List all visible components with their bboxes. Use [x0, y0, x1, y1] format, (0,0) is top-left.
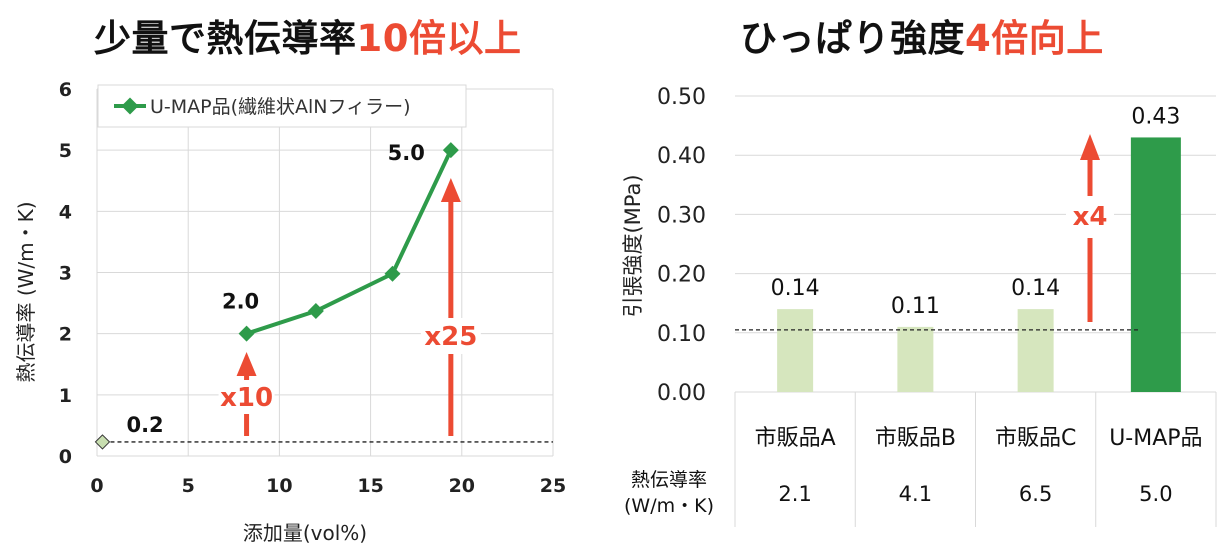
category-label: 市販品A: [755, 426, 836, 451]
data-label: 2.0: [222, 290, 259, 314]
bar: [1017, 309, 1054, 392]
legend-marker: [121, 97, 139, 115]
right-y-tick-labels: 0.00 0.10 0.20 0.30 0.40 0.50: [657, 85, 706, 406]
y-tick-label: 0.30: [657, 203, 706, 228]
bar: [1130, 137, 1181, 392]
left-y-axis-label: 熱伝導率 (W/m・K): [14, 201, 38, 382]
right-chart-title: ひっぱり強度4倍向上: [740, 8, 1104, 62]
table-row-label: 熱伝導率: [631, 469, 707, 491]
left-gridlines: [96, 88, 554, 457]
right-title-accent: 4倍向上: [965, 17, 1104, 60]
table-value: 5.0: [1139, 482, 1172, 506]
improvement-arrows: x10 x25: [218, 178, 481, 436]
right-y-axis-label: 引張強度(MPa): [621, 174, 645, 317]
y-tick-label: 0.50: [657, 85, 706, 110]
bar: [777, 309, 814, 392]
series-point: [238, 325, 255, 342]
right-title-main: ひっぱり強度: [740, 17, 965, 60]
x10-label: x10: [220, 383, 273, 413]
x4-label: x4: [1073, 202, 1108, 232]
series-point: [307, 303, 324, 320]
y-tick-label: 3: [59, 263, 72, 285]
x25-label: x25: [424, 322, 477, 352]
y-tick-label: 0: [59, 446, 72, 468]
y-tick-label: 1: [59, 385, 72, 407]
data-label: 5.0: [388, 141, 425, 165]
y-tick-label: 2: [59, 324, 72, 346]
series-point: [384, 265, 401, 282]
left-chart-title: 少量で熱伝導率10倍以上: [94, 8, 522, 62]
x4-head: [1080, 134, 1100, 160]
category-table: 市販品A 2.1 市販品B 4.1 市販品C 6.5 U-MAP品 5.0 熱伝導率 (W/m・K…: [624, 392, 1217, 527]
x10-label-bg: [218, 380, 275, 414]
x-tick-label: 15: [357, 475, 383, 497]
x-tick-label: 10: [266, 475, 292, 497]
y-tick-label: 0.20: [657, 263, 706, 288]
category-label: U-MAP品: [1109, 426, 1202, 451]
legend-text: U-MAP品(繊維状AlNフィラー): [150, 96, 411, 118]
table-value: 4.1: [899, 482, 932, 506]
left-data-labels: 0.2 2.0 5.0: [126, 141, 424, 437]
table-row-label: (W/m・K): [624, 495, 714, 517]
x25-label-bg: [420, 318, 481, 354]
bar-value-label: 0.14: [771, 276, 820, 301]
left-title-accent: 10倍以上: [356, 17, 522, 60]
table-value: 6.5: [1019, 482, 1052, 506]
left-x-tick-labels: 0 5 10 15 20 25: [90, 475, 566, 497]
x-tick-label: 5: [182, 475, 195, 497]
y-tick-label: 6: [59, 79, 72, 101]
x10-arrow-head: [236, 352, 257, 376]
x4-arrow: x4: [1066, 134, 1114, 322]
left-title-main: 少量で熱伝導率: [94, 17, 357, 60]
x4-label-bg: [1066, 196, 1114, 238]
series-line: [245, 149, 453, 336]
bar-value-labels: 0.14 0.11 0.14 0.43: [771, 104, 1181, 318]
y-tick-label: 0.00: [657, 381, 706, 406]
data-label: 0.2: [126, 413, 163, 437]
legend-box: [97, 84, 467, 128]
y-tick-label: 0.40: [657, 144, 706, 169]
bar-value-label: 0.14: [1011, 276, 1060, 301]
y-tick-label: 4: [59, 201, 72, 223]
bar-value-label: 0.11: [891, 294, 940, 319]
baseline-point: [94, 434, 111, 450]
legend: U-MAP品(繊維状AlNフィラー): [97, 84, 467, 128]
left-x-axis-label: 添加量(vol%): [243, 521, 367, 545]
category-label: 市販品B: [875, 426, 956, 451]
y-tick-label: 0.10: [657, 322, 706, 347]
x25-arrow-head: [440, 178, 461, 202]
left-y-tick-labels: 0 1 2 3 4 5 6: [59, 79, 72, 468]
x4: [1080, 134, 1100, 322]
table-value: 2.1: [778, 482, 811, 506]
x-tick-label: 25: [540, 475, 566, 497]
bar: [897, 326, 934, 392]
bar-value-label: 0.43: [1131, 104, 1180, 129]
x-tick-label: 20: [449, 475, 475, 497]
y-tick-label: 5: [59, 140, 72, 162]
series-point: [442, 142, 459, 159]
bars: [777, 137, 1181, 392]
category-label: 市販品C: [995, 426, 1076, 451]
series-points: [94, 142, 459, 450]
x-tick-label: 0: [90, 475, 103, 497]
